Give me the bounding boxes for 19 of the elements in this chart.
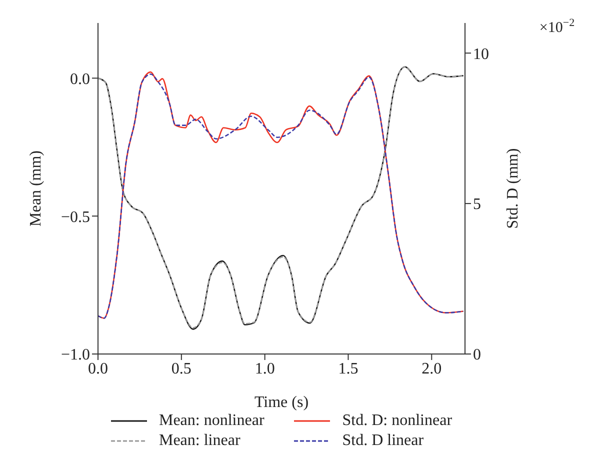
legend-label: Mean: linear — [158, 432, 242, 450]
x-tick-label: 0.0 — [88, 360, 108, 378]
y2-tick-label: 0 — [473, 346, 481, 364]
legend-label: Std. D linear — [341, 432, 425, 450]
y2-axis-title: Std. D (mm) — [504, 148, 522, 229]
x-tick-label: 1.5 — [338, 360, 358, 378]
y-tick-label: −0.5 — [60, 208, 90, 226]
y-tick-label: −1.0 — [60, 346, 90, 364]
x-tick-label: 1.0 — [254, 360, 275, 378]
x-axis-title: Time (s) — [254, 394, 309, 411]
x-tick-label: 2.0 — [422, 360, 442, 378]
legend-label: Mean: nonlinear — [158, 412, 264, 430]
y-axis-title: Mean (mm) — [28, 150, 45, 226]
y2-tick-label: 5 — [473, 196, 481, 214]
legend-label: Std. D: nonlinear — [341, 412, 452, 430]
x-tick-label: 0.5 — [171, 360, 192, 378]
y-tick-label: 0.0 — [70, 70, 90, 88]
y2-tick-label: 10 — [473, 46, 489, 63]
text: ×10$^{−2}$ — [539, 17, 575, 36]
